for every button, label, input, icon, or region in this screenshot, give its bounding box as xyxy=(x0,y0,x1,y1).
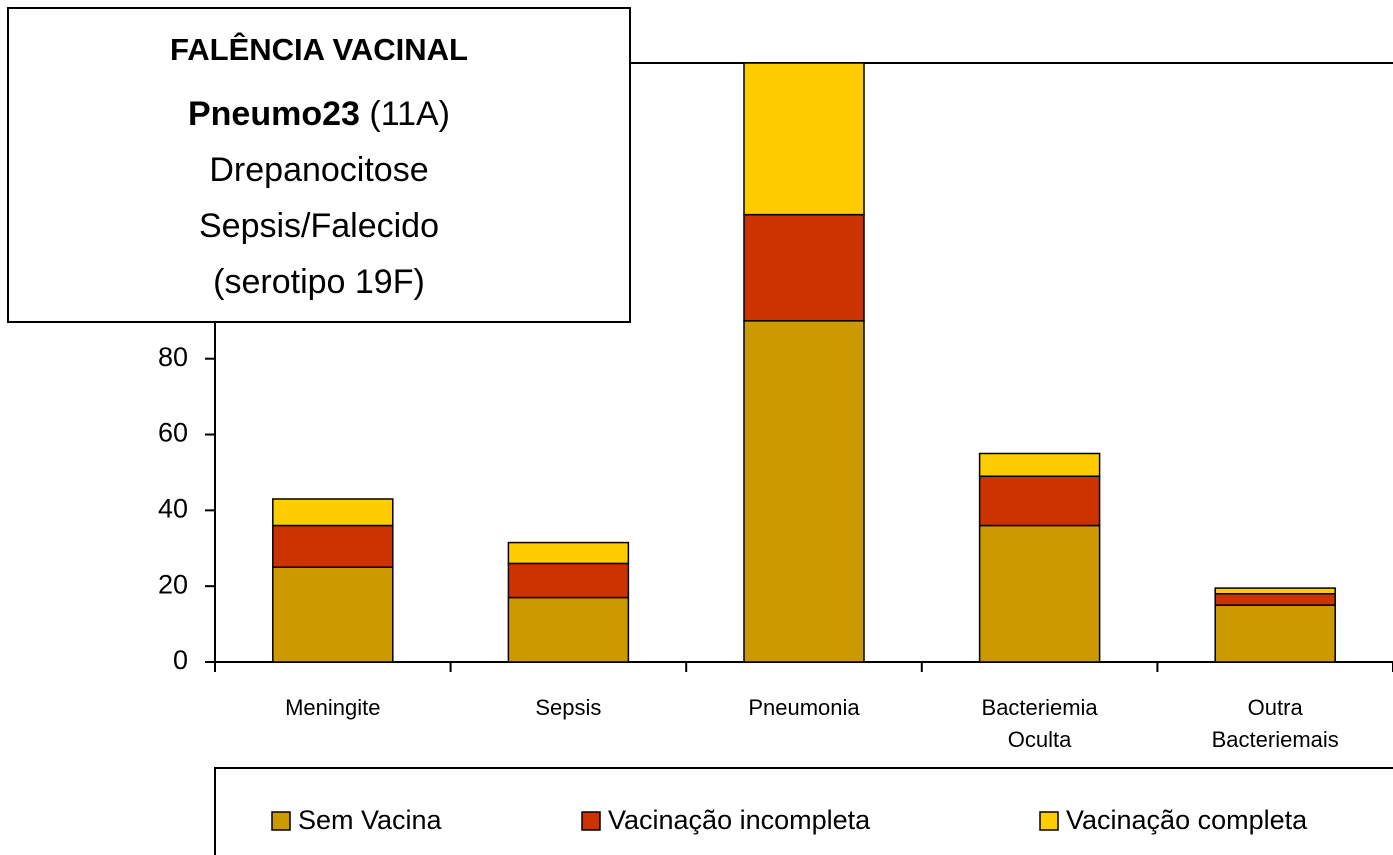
annotation-line: (serotipo 19F) xyxy=(213,263,425,301)
bar-segment xyxy=(1214,593,1336,606)
bar-segment xyxy=(743,320,865,663)
bar-segment xyxy=(978,475,1101,527)
legend-swatch xyxy=(581,811,601,831)
bar-segment xyxy=(978,452,1101,477)
y-tick-label: 60 xyxy=(158,418,188,448)
x-tick-label: Meningite xyxy=(285,695,381,720)
legend-label: Sem Vacina xyxy=(298,805,443,835)
y-tick-label: 40 xyxy=(158,493,188,523)
bar-segment xyxy=(272,498,394,527)
annotation-line: Sepsis/Falecido xyxy=(199,207,439,245)
bar-segment xyxy=(978,524,1101,663)
bar-segment xyxy=(507,541,630,565)
bar-segment xyxy=(507,562,630,599)
annotation-line: Drepanocitose xyxy=(209,151,428,189)
bar-segment xyxy=(1214,587,1336,595)
annotation-serotype: (11A) xyxy=(369,95,450,133)
legend-label: Vacinação incompleta xyxy=(608,805,871,835)
bar-segment xyxy=(1214,604,1336,663)
bar-segment xyxy=(272,566,394,663)
annotation-box xyxy=(7,7,631,323)
legend-swatch xyxy=(271,811,291,831)
annotation-title: FALÊNCIA VACINAL xyxy=(170,31,468,67)
y-tick-label: 80 xyxy=(158,342,188,372)
x-tick-label: Pneumonia xyxy=(748,695,860,720)
bar-segment xyxy=(507,596,630,663)
annotation-vaccine-name: Pneumo23 xyxy=(188,95,360,133)
x-tick-label: Bacteriemia Oculta xyxy=(981,695,1098,752)
x-tick-label: Sepsis xyxy=(535,695,602,720)
x-tick-label: Outra Bacteriemais xyxy=(1211,695,1339,752)
legend-box xyxy=(214,767,1393,855)
legend-label: Vacinação completa xyxy=(1066,805,1308,835)
bar-segment xyxy=(743,213,865,322)
bar-segment xyxy=(743,62,865,216)
bar-segment xyxy=(272,524,394,568)
y-tick-label: 20 xyxy=(158,569,188,599)
annotation-vaccine: Pneumo23 (11A) xyxy=(188,95,450,133)
legend-swatch xyxy=(1039,811,1059,831)
y-tick-label: 0 xyxy=(173,645,188,675)
